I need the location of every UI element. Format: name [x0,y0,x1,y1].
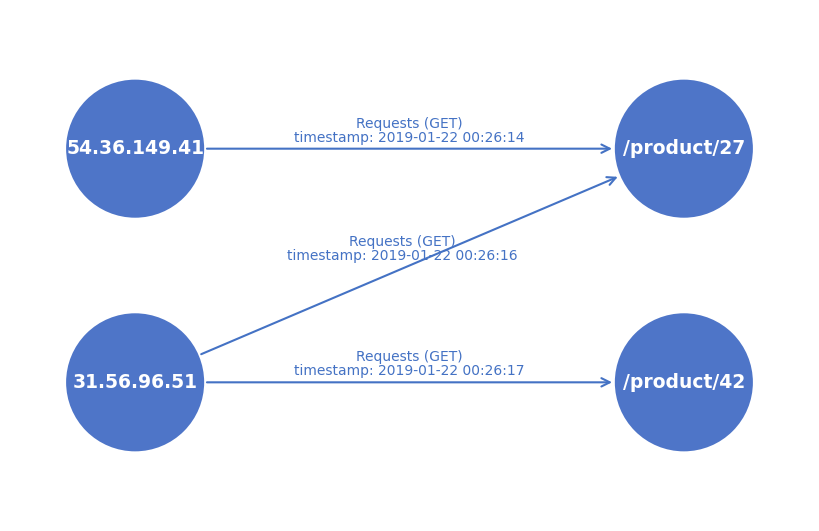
FancyArrowPatch shape [201,177,616,354]
Text: 31.56.96.51: 31.56.96.51 [73,373,197,392]
Text: Requests (GET): Requests (GET) [356,350,463,364]
Text: timestamp: 2019-01-22 00:26:16: timestamp: 2019-01-22 00:26:16 [287,249,518,263]
Text: /product/42: /product/42 [622,373,745,392]
FancyArrowPatch shape [207,144,609,153]
Circle shape [615,313,753,451]
Text: Requests (GET): Requests (GET) [349,235,455,249]
Text: 54.36.149.41: 54.36.149.41 [66,139,204,158]
FancyArrowPatch shape [207,378,609,387]
Text: /product/27: /product/27 [622,139,745,158]
Text: Requests (GET): Requests (GET) [356,117,463,131]
Circle shape [66,80,204,218]
Text: timestamp: 2019-01-22 00:26:17: timestamp: 2019-01-22 00:26:17 [294,364,525,378]
Circle shape [615,80,753,218]
Circle shape [66,313,204,451]
Text: timestamp: 2019-01-22 00:26:14: timestamp: 2019-01-22 00:26:14 [294,131,525,144]
